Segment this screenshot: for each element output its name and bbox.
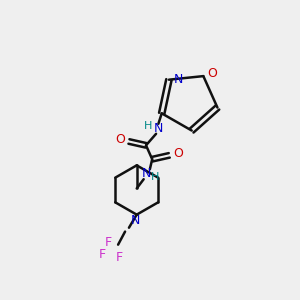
Text: O: O xyxy=(116,133,125,146)
Text: H: H xyxy=(151,172,160,182)
Text: N: N xyxy=(130,214,140,227)
Text: N: N xyxy=(154,122,163,135)
Text: O: O xyxy=(208,67,218,80)
Text: H: H xyxy=(144,121,152,131)
Text: F: F xyxy=(104,236,112,249)
Text: N: N xyxy=(173,73,183,86)
Text: F: F xyxy=(116,251,123,264)
Text: N: N xyxy=(141,167,151,180)
Text: F: F xyxy=(98,248,105,261)
Text: O: O xyxy=(173,146,183,160)
